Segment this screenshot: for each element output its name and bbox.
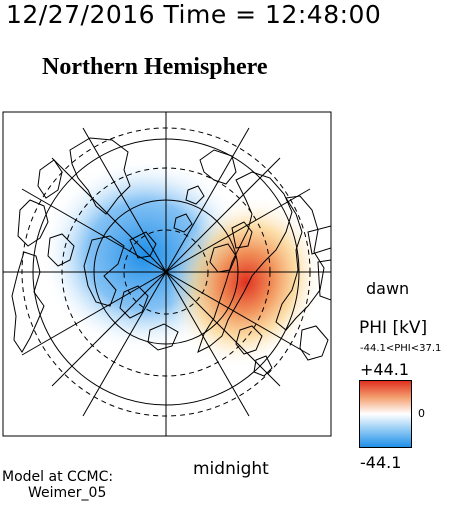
model-credit: Model at CCMC: <box>2 469 114 485</box>
colorbar <box>359 380 412 448</box>
hemisphere-title: Northern Hemisphere <box>42 54 268 80</box>
colorbar-range: -44.1<PHI<37.1 <box>360 343 442 354</box>
colorbar-zero-label: 0 <box>418 407 425 420</box>
midnight-label: midnight <box>193 459 269 479</box>
dawn-label: dawn <box>366 279 410 298</box>
date-time-title: 12/27/2016 Time = 12:48:00 <box>6 0 382 29</box>
positive-potential-cell <box>168 196 324 368</box>
coastlines <box>11 137 331 377</box>
meridian-grid <box>3 112 331 436</box>
colorbar-title: PHI [kV] <box>359 318 428 338</box>
colorbar-max-label: +44.1 <box>360 360 410 379</box>
model-name: Weimer_05 <box>28 485 107 501</box>
colorbar-min-label: -44.1 <box>360 453 402 472</box>
